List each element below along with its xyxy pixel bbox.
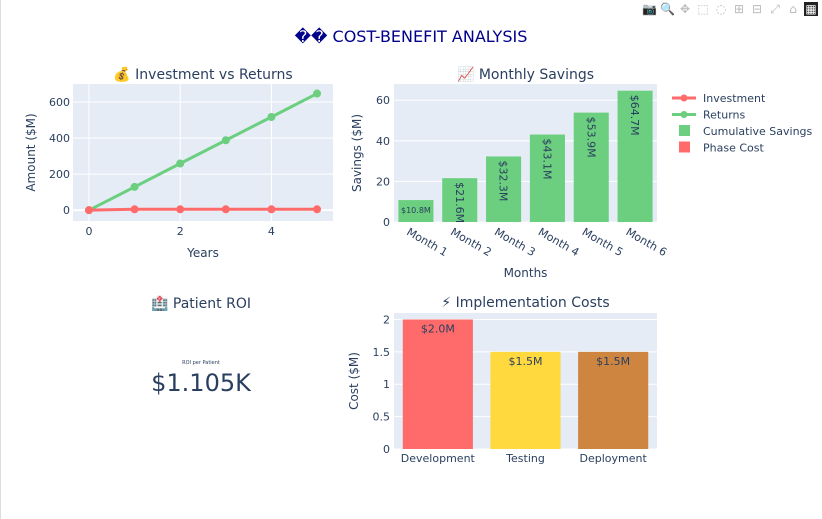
home-icon[interactable]: ⌂ (789, 2, 797, 16)
bar[interactable] (490, 351, 561, 449)
y-tick-label: 20 (376, 175, 390, 188)
legend-item[interactable]: Returns (672, 109, 746, 122)
y-tick-label: 400 (49, 132, 70, 145)
plotly-logo-icon[interactable]: ▦ (804, 2, 818, 16)
legend-item[interactable]: Phase Cost (679, 141, 764, 155)
y-tick-label: 200 (49, 168, 70, 181)
legend-square-icon (679, 141, 690, 153)
legend-marker-icon (680, 111, 688, 118)
series-line-investment (88, 207, 318, 212)
y-tick-label: 1 (383, 378, 390, 391)
camera-icon[interactable]: 📷 (642, 2, 657, 16)
box-select-icon[interactable]: ⬚ (697, 2, 709, 16)
x-tick-label: 4 (268, 225, 275, 238)
legend-label: Cumulative Savings (703, 125, 813, 138)
chart-title: 📈 Monthly Savings (457, 66, 594, 83)
legend-label: Returns (703, 109, 746, 122)
y-axis-title: Amount ($M) (24, 113, 38, 191)
x-tick-label: Deployment (580, 452, 648, 465)
y-tick-label: 60 (376, 94, 390, 107)
y-tick-label: 0 (383, 443, 390, 456)
y-tick-label: 600 (49, 96, 70, 109)
chart-title: 🏥 Patient ROI (151, 295, 251, 312)
y-tick-label: 2 (383, 313, 390, 326)
bar-label: $21.6M (453, 182, 466, 223)
data-point[interactable] (267, 112, 276, 121)
legend-item[interactable]: Investment (672, 92, 766, 105)
series-line-returns (88, 92, 318, 212)
bar-label: $1.5M (509, 355, 543, 368)
zoom-in-icon[interactable]: ⊞ (733, 2, 745, 16)
data-point[interactable] (176, 159, 185, 168)
bar[interactable] (442, 178, 478, 222)
bar[interactable] (617, 90, 653, 223)
pan-icon[interactable]: ✥ (679, 2, 691, 16)
x-tick-label: Month 3 (492, 225, 537, 259)
data-point[interactable] (130, 182, 139, 191)
indicator-value: $1.105K (151, 369, 252, 397)
data-point[interactable] (221, 205, 230, 214)
y-tick-label: 1.5 (373, 346, 391, 359)
chart-title: ⚡ Implementation Costs (441, 295, 609, 311)
bar[interactable] (398, 200, 434, 222)
x-tick-label: Month 1 (404, 225, 449, 259)
bar[interactable] (578, 351, 649, 449)
plot-area-2 (394, 84, 657, 222)
x-tick-label: Month 2 (448, 225, 493, 259)
bar-label: $2.0M (421, 322, 455, 335)
y-tick-label: 0.5 (373, 411, 391, 424)
bar-label: $10.8M (401, 206, 431, 215)
bar[interactable] (486, 156, 522, 222)
figure-title: �� COST-BENEFIT ANALYSIS (295, 27, 528, 46)
data-point[interactable] (221, 136, 230, 145)
lasso-icon[interactable]: ◌ (715, 2, 727, 16)
data-point[interactable] (267, 205, 276, 214)
zoom-icon[interactable]: 🔍 (660, 2, 675, 16)
bar-label: $53.9M (584, 117, 597, 158)
x-axis-title: Years (186, 246, 219, 260)
data-point[interactable] (313, 89, 322, 98)
indicator-label: ROI per Patient (182, 360, 220, 366)
x-tick-label: Development (401, 452, 476, 465)
y-tick-label: 0 (383, 216, 390, 229)
y-axis-title: Savings ($M) (350, 114, 364, 192)
data-point[interactable] (130, 205, 139, 214)
bar-label: $43.1M (540, 139, 553, 180)
bar-label: $64.7M (628, 95, 641, 136)
x-tick-label: Testing (505, 452, 545, 465)
bar[interactable] (529, 134, 565, 222)
y-axis-title: Cost ($M) (347, 352, 361, 410)
x-tick-label: 2 (177, 225, 184, 238)
bar[interactable] (402, 319, 473, 449)
bar[interactable] (573, 112, 609, 222)
y-tick-label: 40 (376, 135, 390, 148)
legend-square-icon (679, 125, 690, 136)
x-tick-label: Month 6 (624, 225, 669, 259)
bar-label: $32.3M (497, 160, 510, 201)
data-point[interactable] (176, 205, 185, 214)
legend-marker-icon (680, 94, 688, 102)
modebar: 📷 🔍 ✥ ⬚ ◌ ⊞ ⊟ ⤢ ⌂ ▦ (642, 2, 818, 16)
legend-label: Investment (703, 92, 766, 105)
legend-label: Phase Cost (703, 142, 764, 155)
data-point[interactable] (313, 205, 322, 214)
legend-item[interactable]: Cumulative Savings (679, 125, 813, 138)
x-axis-title: Months (504, 266, 548, 280)
autoscale-icon[interactable]: ⤢ (770, 2, 780, 16)
data-point[interactable] (84, 206, 93, 215)
x-tick-label: Month 4 (536, 225, 581, 259)
y-tick-label: 0 (63, 204, 70, 217)
chart-title: 💰 Investment vs Returns (113, 66, 292, 83)
bar-label: $1.5M (596, 355, 630, 368)
x-tick-label: Month 5 (580, 225, 625, 259)
zoom-out-icon[interactable]: ⊟ (751, 2, 763, 16)
x-tick-label: 0 (85, 225, 92, 238)
